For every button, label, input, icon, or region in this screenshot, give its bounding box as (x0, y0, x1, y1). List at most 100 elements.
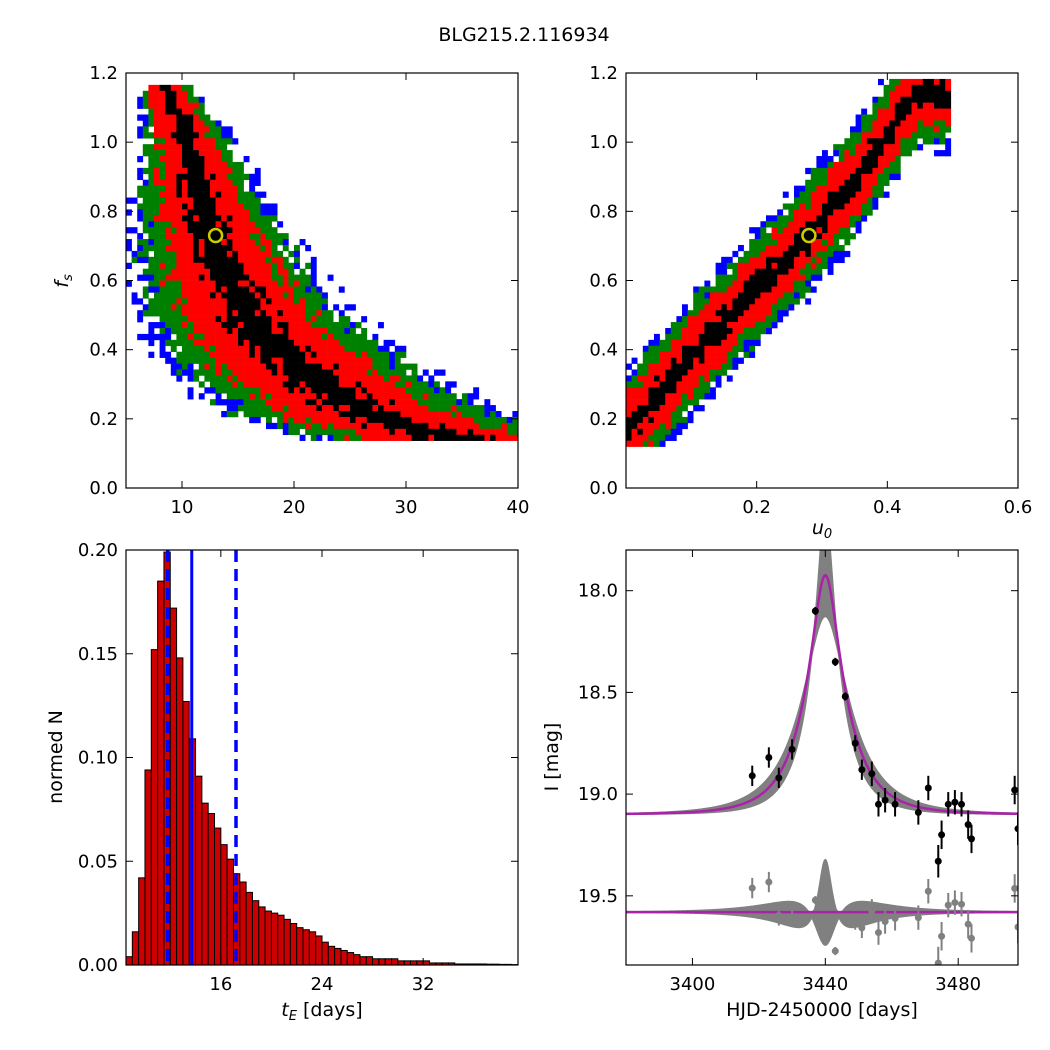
heatmap-cell (154, 173, 160, 181)
heatmap-cell (777, 262, 784, 269)
heatmap-cell (159, 96, 166, 103)
heatmap-cell (299, 351, 306, 358)
heatmap-cell (350, 327, 356, 335)
heatmap-cell (154, 150, 160, 157)
heatmap-cell (288, 351, 295, 358)
heatmap-cell (260, 310, 267, 317)
heatmap-cell (238, 250, 244, 258)
heatmap-cell (833, 227, 840, 234)
heatmap-cell (704, 339, 711, 347)
heatmap-cell (833, 215, 840, 222)
heatmap-cell (210, 357, 216, 364)
y-tick-label: 1.0 (589, 132, 618, 153)
heatmap-cell (310, 345, 317, 353)
heatmap-cell (637, 416, 644, 424)
heatmap-cell (288, 422, 295, 430)
heatmap-cell (266, 316, 272, 323)
heatmap-cell (215, 351, 222, 358)
heatmap-cell (855, 221, 862, 228)
heatmap-cell (193, 191, 200, 198)
heatmap-cell (165, 298, 172, 305)
heatmap-cell (344, 316, 351, 323)
heatmap-cell (310, 369, 317, 376)
heatmap-cell (187, 268, 194, 275)
heatmap-cell (282, 345, 289, 353)
heatmap-cell (165, 304, 172, 311)
heatmap-cell (238, 280, 244, 287)
x-tick-label: 3400 (670, 974, 716, 995)
heatmap-cell (170, 327, 177, 335)
heatmap-cell (805, 250, 812, 258)
heatmap-cell (142, 209, 149, 216)
heatmap-cell (665, 428, 672, 436)
heatmap-cell (266, 357, 272, 364)
heatmap-cell (799, 203, 806, 210)
heatmap-cell (170, 357, 177, 364)
heatmap-cell (254, 197, 261, 204)
data-point (748, 772, 756, 780)
heatmap-cell (467, 399, 474, 406)
heatmap-cell (159, 292, 166, 299)
heatmap-cell (193, 239, 200, 246)
heatmap-cell (501, 416, 508, 424)
heatmap-cell (805, 268, 812, 275)
heatmap-cell (844, 161, 851, 169)
heatmap-cell (154, 239, 160, 246)
heatmap-cell (305, 357, 312, 364)
heatmap-cell (154, 221, 160, 228)
heatmap-cell (883, 108, 890, 115)
heatmap-cell (344, 416, 351, 424)
heatmap-cell (866, 150, 873, 157)
heatmap-cell (805, 167, 812, 175)
heatmap-cell (333, 345, 340, 353)
heatmap-cell (665, 369, 672, 376)
heatmap-cell (366, 411, 373, 418)
heatmap-cell (698, 357, 705, 364)
heatmap-cell (782, 274, 789, 281)
heatmap-cell (693, 310, 700, 317)
heatmap-cell (316, 369, 323, 376)
heatmap-cell (861, 197, 868, 204)
heatmap-cell (428, 375, 435, 382)
heatmap-cell (894, 173, 901, 181)
heatmap-cell (137, 298, 144, 305)
heatmap-cell (187, 351, 194, 358)
heatmap-cell (394, 405, 401, 412)
heatmap-cell (193, 262, 200, 269)
heatmap-cell (148, 203, 155, 210)
heatmap-cell (170, 126, 177, 133)
heatmap-cell (170, 215, 177, 222)
heatmap-cell (732, 286, 739, 293)
heatmap-cell (221, 161, 228, 169)
heatmap-cell (715, 280, 722, 287)
heatmap-cell (355, 387, 362, 394)
heatmap-cell (148, 156, 155, 163)
heatmap-cell (659, 411, 666, 418)
heatmap-cell (148, 304, 155, 311)
heatmap-cell (698, 286, 705, 293)
heatmap-cell (400, 428, 407, 436)
heatmap-cell (288, 316, 295, 323)
heatmap-cell (210, 333, 216, 341)
heatmap-cell (322, 357, 328, 364)
heatmap-cell (159, 233, 166, 240)
heatmap-cell (434, 381, 440, 388)
heatmap-cell (159, 84, 166, 92)
data-point (967, 835, 975, 843)
heatmap-cell (754, 274, 761, 281)
heatmap-cell (855, 161, 862, 169)
heatmap-cell (182, 90, 188, 98)
heatmap-cell (698, 316, 705, 323)
heatmap-cell (833, 150, 840, 157)
heatmap-cell (226, 322, 233, 329)
heatmap-cell (777, 274, 784, 281)
heatmap-cell (361, 393, 368, 400)
heatmap-cell (732, 280, 739, 287)
heatmap-cell (659, 381, 666, 388)
heatmap-cell (794, 256, 800, 264)
heatmap-cell (277, 274, 284, 281)
heatmap-cell (822, 256, 828, 264)
heatmap-cell (883, 90, 890, 98)
heatmap-cell (176, 215, 183, 222)
heatmap-cell (366, 351, 373, 358)
